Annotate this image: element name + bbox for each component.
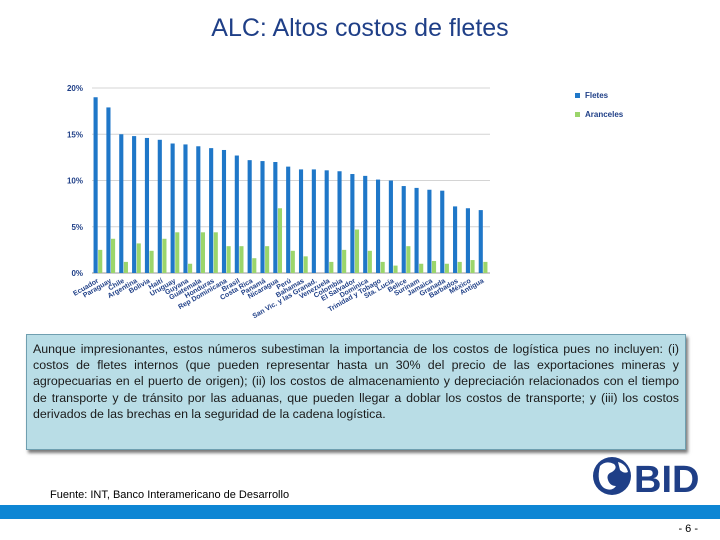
bar-aranceles — [342, 249, 347, 273]
bar-aranceles — [226, 246, 231, 273]
legend-label: Fletes — [585, 91, 609, 100]
y-axis-ticks: 0% 5% 10% 15% 20% — [67, 84, 83, 278]
bar-fletes — [350, 174, 355, 273]
note-box: Aunque impresionantes, estos números sub… — [26, 334, 686, 450]
legend-swatch — [575, 93, 580, 98]
bar-fletes — [440, 190, 445, 273]
bar-aranceles — [175, 232, 180, 273]
logo-text: BID — [634, 459, 699, 501]
source-note: Fuente: INT, Banco Interamericano de Des… — [50, 489, 290, 501]
legend: Fletes Aranceles — [575, 91, 624, 119]
y-tick-label: 0% — [71, 269, 83, 278]
bar-aranceles — [303, 256, 308, 273]
y-tick-label: 15% — [67, 130, 83, 139]
bar-aranceles — [367, 250, 372, 273]
page-number: - 6 - — [678, 523, 698, 535]
bar-fletes — [414, 187, 419, 273]
bar-fletes — [273, 162, 278, 273]
bars — [93, 97, 488, 273]
bar-fletes — [298, 169, 304, 273]
y-tick-label: 5% — [71, 223, 83, 232]
bar-fletes — [260, 161, 265, 273]
bar-aranceles — [98, 249, 103, 273]
bar-aranceles — [111, 238, 116, 273]
bar-aranceles — [419, 263, 424, 273]
bar-aranceles — [149, 250, 154, 273]
bar-aranceles — [136, 243, 141, 273]
bar-aranceles — [162, 238, 167, 273]
bar-fletes — [388, 180, 393, 273]
bar-fletes — [363, 175, 368, 273]
bar-aranceles — [483, 261, 488, 273]
bar-aranceles — [470, 260, 475, 273]
bar-aranceles — [265, 246, 270, 273]
bar-aranceles — [380, 261, 385, 273]
x-axis-labels: EcuadorParaguayChileArgentinaBoliviaHait… — [72, 277, 485, 320]
bar-aranceles — [200, 232, 205, 273]
bar-fletes — [221, 149, 227, 273]
bar-fletes — [465, 208, 470, 273]
legend-swatch — [575, 112, 580, 117]
footer-bar — [0, 505, 720, 519]
bar-aranceles — [290, 250, 295, 273]
legend-label: Aranceles — [585, 110, 624, 119]
bar-fletes — [401, 186, 406, 273]
bar-fletes — [286, 166, 291, 273]
bar-aranceles — [393, 265, 398, 273]
bar-fletes — [427, 189, 432, 273]
bar-aranceles — [239, 246, 244, 273]
bar-fletes — [209, 148, 214, 273]
bid-logo: BID — [590, 452, 708, 504]
slide-title: ALC: Altos costos de fletes — [211, 14, 509, 42]
y-tick-label: 10% — [67, 177, 83, 186]
bar-aranceles — [431, 260, 437, 273]
bar-fletes — [119, 134, 124, 273]
bar-aranceles — [354, 229, 360, 273]
bar-fletes — [375, 179, 381, 273]
bar-fletes — [453, 206, 458, 273]
bar-fletes — [337, 171, 342, 273]
bar-fletes — [234, 155, 239, 273]
bar-fletes — [196, 146, 201, 273]
bar-fletes — [170, 143, 175, 273]
bar-fletes — [247, 160, 252, 273]
bar-aranceles — [123, 261, 128, 273]
bar-aranceles — [213, 232, 218, 273]
bar-fletes — [106, 107, 111, 273]
bar-fletes — [183, 144, 188, 273]
bar-aranceles — [188, 263, 193, 273]
bar-fletes — [144, 137, 150, 273]
bar-aranceles — [252, 258, 257, 273]
bar-aranceles — [457, 261, 462, 273]
bar-aranceles — [444, 263, 449, 273]
bar-fletes — [157, 139, 162, 273]
bar-aranceles — [406, 246, 411, 273]
bar-aranceles — [329, 261, 334, 273]
bar-fletes — [311, 169, 316, 273]
y-tick-label: 20% — [67, 84, 83, 93]
bar-chart: 0% 5% 10% 15% 20% EcuadorParaguayChileArgent… — [67, 84, 624, 320]
bar-fletes — [93, 97, 98, 273]
bar-fletes — [478, 210, 483, 273]
bar-aranceles — [277, 208, 283, 273]
bar-fletes — [324, 170, 329, 273]
bar-fletes — [132, 136, 137, 273]
